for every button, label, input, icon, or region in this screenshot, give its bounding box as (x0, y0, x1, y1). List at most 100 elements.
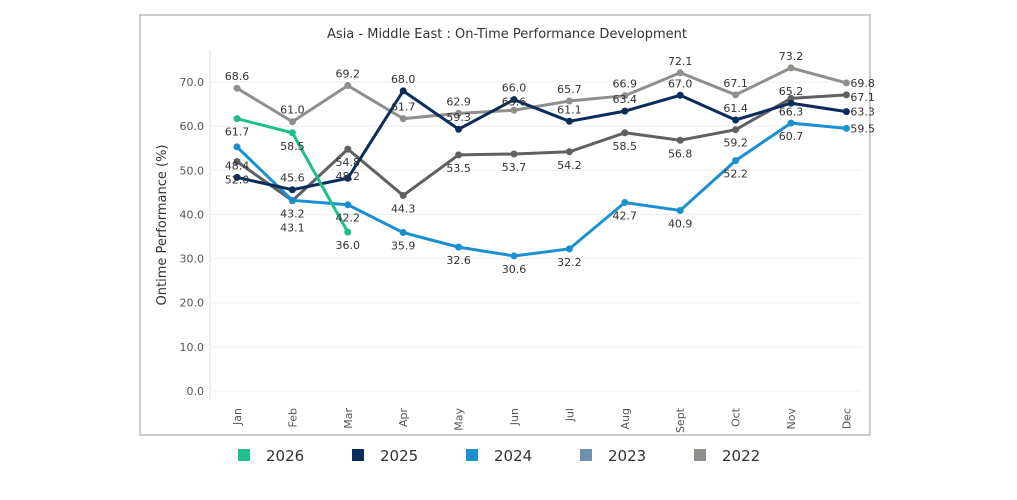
data-label-2022: 69.8 (850, 77, 875, 90)
data-point-2024 (288, 196, 296, 204)
data-point-2023 (842, 91, 850, 99)
data-label-2026: 36.0 (336, 239, 361, 252)
legend-swatch (352, 449, 364, 461)
legend-swatch (238, 449, 250, 461)
data-label-2022: 61.0 (280, 104, 305, 117)
legend-label: 2024 (494, 447, 532, 465)
data-point-2024 (455, 243, 463, 251)
legend-item-2024[interactable]: 2024 (466, 447, 532, 465)
data-label-2023: 58.5 (613, 140, 638, 153)
data-label-2023: 44.3 (391, 202, 416, 215)
data-point-2024 (344, 201, 352, 209)
series-line-2022 (236, 66, 847, 124)
x-tick-label: Aug (619, 408, 632, 429)
data-point-2022 (565, 97, 573, 105)
y-tick-label: 70.0 (180, 76, 205, 89)
data-point-2024 (842, 124, 850, 132)
legend-item-2025[interactable]: 2025 (352, 447, 418, 465)
data-point-2022 (732, 91, 740, 99)
x-tick-label: Sept (674, 407, 687, 433)
legend-swatch (580, 449, 592, 461)
data-point-2025 (399, 87, 407, 95)
data-label-2022: 65.7 (557, 83, 582, 96)
series-line-2024 (235, 121, 847, 258)
data-point-2023 (676, 136, 684, 144)
data-label-2022: 67.1 (723, 77, 748, 90)
data-label-2023: 54.2 (557, 159, 582, 172)
data-point-2026 (288, 129, 296, 137)
data-point-2023 (455, 151, 463, 159)
data-point-2025 (676, 91, 684, 99)
data-label-2025: 66.0 (502, 82, 527, 95)
x-tick-label: Apr (397, 408, 410, 428)
data-label-2022: 69.2 (336, 68, 361, 81)
x-tick-label: Dec (840, 408, 853, 429)
y-tick-label: 30.0 (180, 253, 205, 266)
legend-label: 2023 (608, 447, 646, 465)
data-point-2025 (732, 116, 740, 124)
data-label-2023: 52.0 (225, 173, 250, 186)
data-point-2024 (787, 119, 795, 127)
series-line-2025 (236, 88, 847, 192)
data-point-2022 (676, 69, 684, 77)
data-point-2023 (344, 145, 352, 153)
data-label-2025: 61.4 (723, 102, 748, 115)
data-point-2026 (344, 228, 352, 236)
data-point-2023 (233, 157, 241, 165)
x-tick-label: Jan (231, 408, 244, 426)
data-point-2024 (732, 157, 740, 165)
data-label-2025: 65.2 (779, 85, 804, 98)
legend-item-2023[interactable]: 2023 (580, 447, 646, 465)
data-label-2025: 68.0 (391, 73, 416, 86)
data-point-2022 (344, 82, 352, 90)
data-label-2023: 59.2 (723, 137, 748, 150)
legend-swatch (466, 449, 478, 461)
data-label-2025: 63.4 (613, 93, 638, 106)
data-label-2024: 30.6 (502, 263, 527, 276)
data-point-2025 (621, 107, 629, 115)
data-point-2023 (787, 94, 795, 102)
chart-border (139, 14, 871, 436)
data-label-2022: 72.1 (668, 55, 693, 68)
data-label-2025: 61.1 (557, 103, 582, 116)
data-point-2026 (233, 115, 241, 123)
data-point-2024 (399, 229, 407, 237)
x-tick-label: Jul (563, 408, 576, 422)
legend-item-2022[interactable]: 2022 (694, 447, 760, 465)
data-point-2022 (621, 92, 629, 100)
data-point-2025 (787, 99, 795, 107)
chart-title: Asia - Middle East : On-Time Performance… (327, 27, 687, 42)
y-axis-label: Ontime Performance (%) (155, 145, 170, 306)
data-label-2022: 66.9 (613, 78, 638, 91)
legend-swatch (694, 449, 706, 461)
data-label-2024: 32.6 (446, 254, 471, 267)
data-label-2024: 40.9 (668, 217, 693, 230)
x-tick-label: Oct (730, 407, 743, 427)
y-tick-label: 60.0 (180, 120, 205, 133)
data-label-2022: 62.9 (446, 95, 471, 108)
data-label-2022: 61.7 (391, 101, 416, 114)
legend-label: 2025 (380, 447, 418, 465)
data-label-2024: 43.2 (280, 207, 305, 220)
data-point-2025 (288, 186, 296, 194)
data-label-2023: 54.8 (336, 156, 361, 169)
data-label-2025: 48.2 (336, 170, 361, 183)
data-point-2022 (787, 64, 795, 72)
data-label-2026: 61.7 (225, 126, 250, 139)
x-tick-label: May (453, 408, 466, 431)
data-label-2024: 59.5 (850, 122, 875, 135)
data-point-2024 (621, 199, 629, 207)
data-point-2023 (621, 129, 629, 137)
data-label-2025: 67.0 (668, 77, 693, 90)
legend-item-2026[interactable]: 2026 (238, 447, 304, 465)
y-tick-label: 50.0 (180, 164, 205, 177)
data-point-2024 (565, 245, 573, 253)
data-label-2024: 52.2 (723, 168, 748, 181)
data-point-2022 (233, 84, 241, 92)
data-point-2022 (399, 115, 407, 123)
data-label-2023: 66.3 (779, 105, 804, 118)
data-label-2023: 53.5 (446, 162, 471, 175)
data-point-2023 (399, 191, 407, 199)
data-label-2023: 56.8 (668, 147, 693, 160)
legend-label: 2026 (266, 447, 304, 465)
